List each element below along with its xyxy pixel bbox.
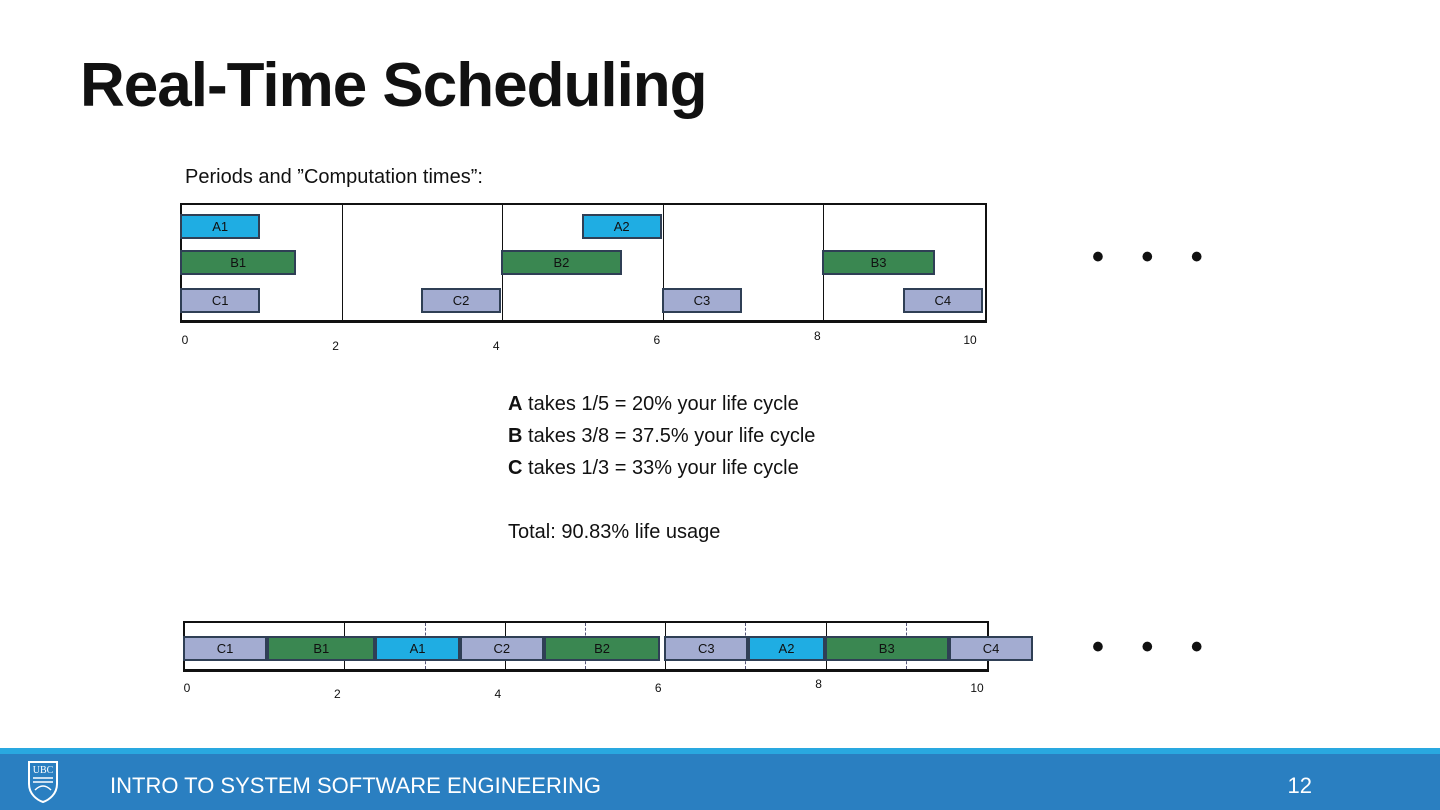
task-c4: C4 <box>902 288 983 313</box>
tick-label: 6 <box>653 333 661 347</box>
task-b2: B2 <box>501 250 622 275</box>
schedule-chart: C1 B1 A1 C2 B2 C3 A2 B3 C4 <box>183 621 1034 672</box>
scheduled-b2: B2 <box>543 636 661 661</box>
ubc-logo-icon: UBC <box>27 760 59 809</box>
tick-label: 8 <box>814 329 821 343</box>
line-c: C takes 1/3 = 33% your life cycle <box>508 457 799 479</box>
scheduled-a2: A2 <box>748 636 825 661</box>
task-c1: C1 <box>180 288 261 313</box>
periods-chart: A1 A2 B1 B2 B3 C1 C2 C3 C4 <box>180 203 987 323</box>
tick-label: 4 <box>494 687 502 701</box>
task-a2: A2 <box>581 214 662 239</box>
tick-label: 2 <box>332 339 339 353</box>
svg-text:UBC: UBC <box>33 765 54 776</box>
subtitle: Periods and ”Computation times”: <box>185 166 483 188</box>
task-c2: C2 <box>420 288 502 313</box>
scheduled-c4: C4 <box>948 636 1034 661</box>
task-a1: A1 <box>180 214 261 239</box>
task-b1: B1 <box>180 250 297 275</box>
tick-label: 2 <box>334 687 341 701</box>
gridline <box>341 205 343 320</box>
scheduled-a1: A1 <box>375 636 460 661</box>
scheduled-c3: C3 <box>664 636 749 661</box>
gridline <box>662 205 664 320</box>
tick-label: 0 <box>183 681 191 695</box>
scheduled-b3: B3 <box>824 636 949 661</box>
scheduled-b1: B1 <box>267 636 376 661</box>
page-number: 12 <box>1287 773 1312 798</box>
footer: UBC INTRO TO SYSTEM SOFTWARE ENGINEERING… <box>0 754 1440 810</box>
line-b: B takes 3/8 = 37.5% your life cycle <box>508 425 816 447</box>
task-b3: B3 <box>822 250 935 275</box>
slide-title: Real-Time Scheduling <box>80 51 708 120</box>
tick-label: 8 <box>815 677 822 691</box>
total-line: Total: 90.83% life usage <box>508 521 721 543</box>
line-a: A takes 1/5 = 20% your life cycle <box>508 393 799 415</box>
tick-label: 10 <box>963 333 977 347</box>
tick-label: 6 <box>654 681 662 695</box>
tick-label: 0 <box>181 333 189 347</box>
tick-label: 10 <box>970 681 984 695</box>
tick-label: 4 <box>492 339 500 353</box>
ellipsis-bottom: • • • <box>1092 628 1217 666</box>
task-c3: C3 <box>661 288 743 313</box>
utilization-text: A takes 1/5 = 20% your life cycle B take… <box>508 388 815 548</box>
ellipsis-top: • • • <box>1092 238 1217 276</box>
scheduled-c1: C1 <box>183 636 268 661</box>
footer-accent <box>0 748 1440 754</box>
scheduled-c2: C2 <box>459 636 544 661</box>
course-title: INTRO TO SYSTEM SOFTWARE ENGINEERING <box>110 773 601 798</box>
